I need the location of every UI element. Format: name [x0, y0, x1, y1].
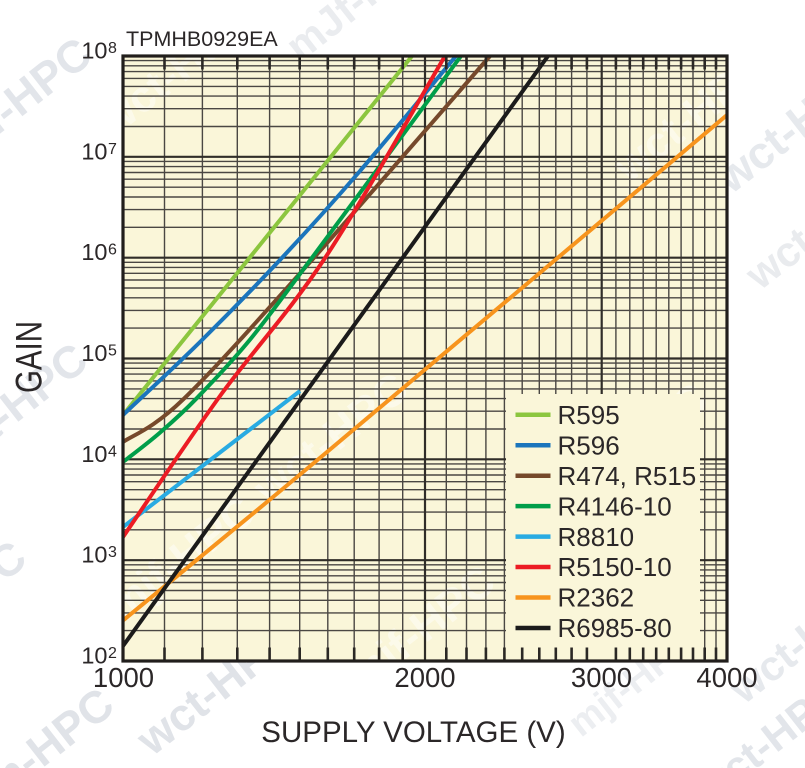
svg-text:4: 4 [108, 443, 117, 460]
svg-text:2: 2 [108, 645, 117, 662]
svg-text:3: 3 [108, 544, 117, 561]
svg-text:1000: 1000 [93, 662, 154, 693]
svg-text:10: 10 [81, 239, 107, 265]
svg-text:R474, R515: R474, R515 [558, 461, 697, 491]
svg-text:GAIN: GAIN [9, 321, 50, 393]
svg-text:R5150-10: R5150-10 [558, 552, 672, 582]
svg-text:4000: 4000 [696, 662, 757, 693]
svg-text:2000: 2000 [394, 662, 455, 693]
svg-text:3000: 3000 [571, 662, 632, 693]
svg-text:R6985-80: R6985-80 [558, 613, 672, 643]
svg-text:10: 10 [81, 38, 107, 64]
svg-text:10: 10 [81, 441, 107, 467]
svg-text:10: 10 [81, 643, 107, 669]
svg-text:R2362: R2362 [558, 583, 635, 613]
svg-text:R8810: R8810 [558, 522, 635, 552]
svg-text:10: 10 [81, 340, 107, 366]
svg-text:5: 5 [108, 343, 117, 360]
svg-text:8: 8 [108, 40, 117, 57]
svg-text:10: 10 [81, 542, 107, 568]
svg-text:7: 7 [108, 141, 117, 158]
svg-text:R595: R595 [558, 400, 620, 430]
svg-text:R4146-10: R4146-10 [558, 491, 672, 521]
svg-text:SUPPLY VOLTAGE (V): SUPPLY VOLTAGE (V) [261, 716, 565, 749]
svg-text:10: 10 [81, 138, 107, 164]
svg-text:R596: R596 [558, 430, 620, 460]
svg-text:6: 6 [108, 242, 117, 259]
svg-text:TPMHB0929EA: TPMHB0929EA [126, 27, 278, 51]
